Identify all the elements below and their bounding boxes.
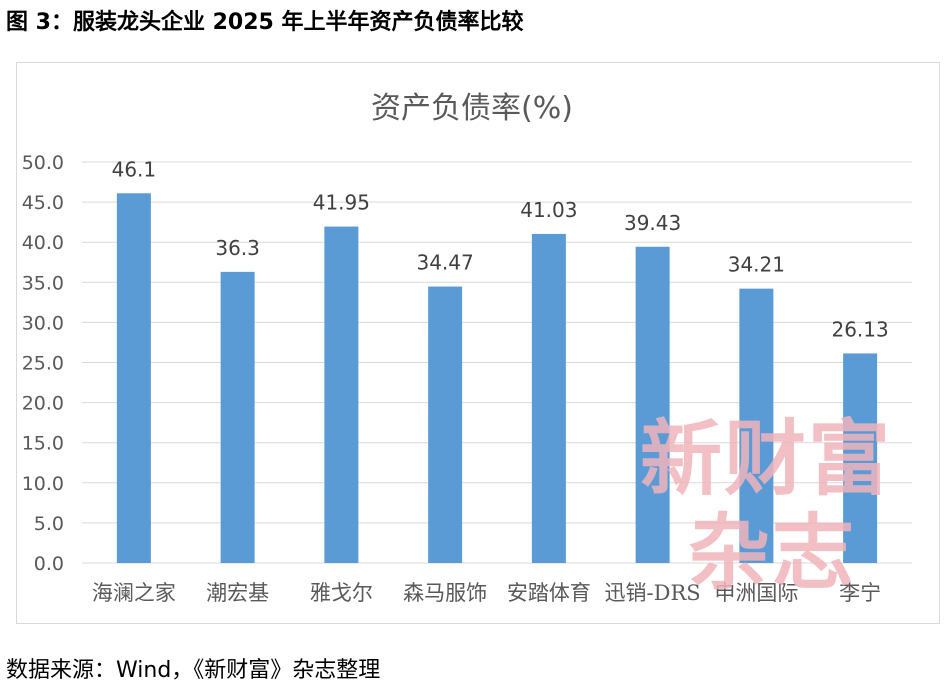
data-label: 39.43 xyxy=(624,211,681,235)
x-tick-label: 李宁 xyxy=(839,581,881,605)
data-label: 46.1 xyxy=(112,157,157,181)
data-labels: 46.1 36.3 41.95 34.47 41.03 39.43 34.21 26.13 xyxy=(112,157,889,341)
source-note: 数据来源：Wind，《新财富》杂志整理 xyxy=(6,658,381,683)
data-label: 34.21 xyxy=(728,253,785,277)
y-tick-label: 10.0 xyxy=(22,473,64,495)
bar xyxy=(739,288,774,563)
x-tick-label: 森马服饰 xyxy=(403,581,487,605)
chart-frame xyxy=(16,62,940,624)
data-label: 41.95 xyxy=(313,191,370,215)
y-tick-label: 45.0 xyxy=(22,192,64,214)
bar xyxy=(428,286,463,563)
bar xyxy=(531,233,566,564)
watermark-line1: 新财富 xyxy=(640,411,893,507)
gridlines xyxy=(82,161,912,564)
y-tick-label: 25.0 xyxy=(22,353,64,375)
x-tick-label: 申洲国际 xyxy=(714,581,798,605)
y-axis-ticks: 0.0 5.0 10.0 15.0 20.0 25.0 30.0 35.0 40.0 45.0 50… xyxy=(22,152,64,575)
y-tick-label: 0.0 xyxy=(34,553,64,575)
data-label: 26.13 xyxy=(831,317,888,341)
x-tick-label: 海澜之家 xyxy=(92,581,176,605)
bar xyxy=(324,226,359,563)
y-tick-label: 20.0 xyxy=(22,393,64,415)
y-tick-label: 30.0 xyxy=(22,312,64,334)
watermark-line2: 杂志 xyxy=(688,505,857,601)
data-label: 34.47 xyxy=(416,251,473,275)
bar xyxy=(635,246,670,563)
x-tick-label: 雅戈尔 xyxy=(310,581,373,605)
bars xyxy=(116,193,878,564)
data-label: 41.03 xyxy=(520,198,577,222)
y-tick-label: 15.0 xyxy=(22,433,64,455)
y-tick-label: 35.0 xyxy=(22,272,64,294)
chart-title: 资产负债率(%) xyxy=(371,91,573,126)
data-label: 36.3 xyxy=(215,236,260,260)
x-tick-label: 迅销-DRS xyxy=(605,581,701,605)
y-tick-label: 5.0 xyxy=(34,513,64,535)
x-axis-ticks: 海澜之家 潮宏基 雅戈尔 森马服饰 安踏体育 迅销-DRS 申洲国际 李宁 xyxy=(92,581,881,605)
bar xyxy=(220,271,255,563)
bar xyxy=(116,193,151,563)
figure-title: 图 3：服装龙头企业 2025 年上半年资产负债率比较 xyxy=(6,10,524,35)
y-tick-label: 40.0 xyxy=(22,232,64,254)
y-tick-label: 50.0 xyxy=(22,152,64,174)
x-tick-label: 潮宏基 xyxy=(206,581,269,605)
x-tick-label: 安踏体育 xyxy=(507,581,591,605)
bar xyxy=(843,353,878,563)
